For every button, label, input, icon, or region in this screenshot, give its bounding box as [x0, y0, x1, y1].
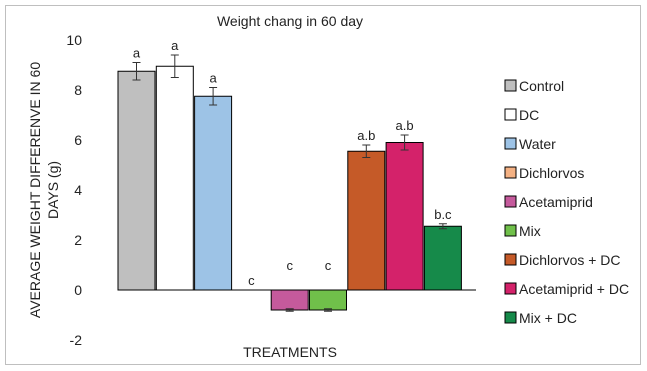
- legend-swatch: [504, 253, 517, 266]
- legend-label: Mix + DC: [519, 310, 577, 326]
- significance-label: c: [248, 273, 255, 288]
- legend-label: Acetamiprid: [519, 194, 593, 210]
- bar-acetamiprid: [270, 289, 309, 311]
- y-tick-label: 0: [74, 282, 82, 298]
- bar-acetamiprid-dc: [385, 142, 424, 291]
- legend-label: DC: [519, 107, 539, 123]
- bar-water: [194, 95, 233, 291]
- legend-label: Dichlorvos: [519, 165, 584, 181]
- legend-swatch: [504, 282, 517, 295]
- significance-label: c: [325, 258, 332, 273]
- significance-label: a.b: [396, 118, 414, 133]
- bar-control: [117, 70, 156, 291]
- legend-swatch: [504, 166, 517, 179]
- legend-swatch: [504, 79, 517, 92]
- legend-swatch: [504, 224, 517, 237]
- significance-label: a: [209, 71, 217, 86]
- bar-dichlorvos-dc: [347, 150, 386, 291]
- legend-swatch: [504, 195, 517, 208]
- y-axis-title-line-2: DAYS (g): [45, 161, 61, 219]
- legend-label: Water: [519, 136, 556, 152]
- y-tick-label: 10: [66, 32, 82, 48]
- bar-dc: [155, 65, 194, 291]
- chart-title: Weight chang in 60 day: [217, 13, 363, 29]
- significance-label: b.c: [434, 207, 452, 222]
- y-tick-label: 8: [74, 82, 82, 98]
- legend: Control DC Water Dichlorvos Acetamiprid Mix Di…: [504, 78, 629, 326]
- legend-swatch: [504, 108, 517, 121]
- legend-swatch: [504, 137, 517, 150]
- significance-label: a: [133, 46, 141, 61]
- y-axis-labels: -2 0 2 4 6 8 10: [66, 32, 82, 348]
- legend-swatch: [504, 311, 517, 324]
- error-bars-group: [132, 54, 447, 312]
- y-tick-label: 6: [74, 132, 82, 148]
- legend-label: Control: [519, 78, 564, 94]
- significance-labels-group: a a a c c c a.b a.b b.c: [133, 38, 452, 288]
- x-axis-title: TREATMENTS: [243, 344, 337, 360]
- significance-label: a.b: [357, 128, 375, 143]
- significance-label: c: [286, 258, 293, 273]
- y-tick-label: -2: [70, 332, 83, 348]
- legend-label: Dichlorvos + DC: [519, 252, 621, 268]
- bar-mix-dc: [423, 225, 462, 291]
- legend-label: Mix: [519, 223, 541, 239]
- bar-mix: [309, 289, 347, 311]
- legend-label: Acetamiprid + DC: [519, 281, 629, 297]
- y-axis-title-line-1: AVERAGE WEIGHT DIFFERENVE IN 60: [27, 62, 43, 318]
- y-tick-label: 4: [74, 182, 82, 198]
- significance-label: a: [171, 38, 179, 53]
- y-tick-label: 2: [74, 232, 82, 248]
